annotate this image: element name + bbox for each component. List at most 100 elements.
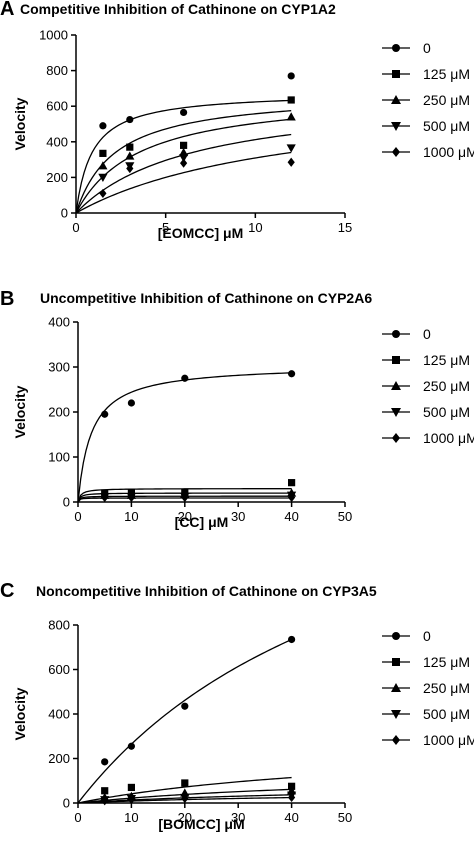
x-tick-label: 50 [338, 810, 352, 825]
legend-marker [392, 330, 400, 338]
legend-label: 0 [423, 326, 431, 342]
legend-marker [391, 408, 401, 417]
legend-label: 250 μM [423, 378, 470, 394]
x-axis-label: [BOMCC] μM [158, 816, 244, 832]
fit-curve-series-1 [77, 776, 292, 804]
y-tick-label: 400 [48, 707, 70, 722]
data-point-series-4 [287, 157, 295, 167]
x-tick-label: 20 [178, 810, 192, 825]
data-point-series-4 [101, 492, 109, 503]
y-tick-label: 200 [46, 170, 68, 185]
legend-label: 1000 μM [423, 144, 474, 160]
data-point-series-1 [99, 149, 107, 157]
legend-marker [391, 122, 401, 131]
legend-label: 500 μM [423, 404, 470, 420]
legend-marker [392, 70, 400, 78]
data-point-series-0 [127, 399, 135, 407]
panel-label-c: C [0, 580, 15, 602]
data-point-series-0 [126, 115, 134, 124]
legend-symbol [382, 356, 410, 364]
legend-label: 250 μM [423, 680, 470, 696]
data-point-series-1 [287, 96, 295, 104]
legend-symbol [382, 433, 410, 443]
chart-b: 0 10 20 30 40 50 0 100 200 300 400 [CC] μM Velocity [12, 315, 352, 531]
y-tick-label: 400 [48, 315, 70, 330]
legend-marker [392, 433, 400, 443]
y-axis-label: Velocity [12, 687, 28, 740]
fit-curve-series-1 [75, 110, 292, 214]
data-point-series-0 [181, 702, 189, 710]
legend-label: 0 [423, 40, 431, 56]
legend-symbol [382, 381, 410, 390]
fit-curve-series-0 [77, 638, 292, 804]
y-tick-label: 400 [46, 134, 68, 149]
legend-marker [392, 658, 400, 666]
x-tick-label: 0 [74, 810, 81, 825]
y-tick-label: 600 [46, 99, 68, 114]
data-point-series-0 [288, 370, 296, 378]
x-tick-label: 0 [72, 220, 79, 235]
legend-symbol [382, 70, 410, 78]
data-point-series-0 [180, 108, 188, 117]
x-tick-label: 50 [338, 509, 352, 524]
legend-symbol [382, 658, 410, 666]
legend-symbol [382, 735, 410, 745]
y-tick-label: 100 [48, 450, 70, 465]
data-point-series-4 [288, 492, 296, 503]
data-point-series-3 [286, 144, 296, 153]
x-tick-label: 20 [178, 509, 192, 524]
legend-marker [392, 147, 400, 157]
data-point-series-1 [288, 479, 296, 487]
legend-label: 125 μM [423, 352, 470, 368]
chart-title-a: Competitive Inhibition of Cathinone on C… [20, 1, 336, 17]
data-point-series-4 [101, 796, 109, 806]
x-tick-label: 40 [284, 810, 298, 825]
legend-label: 125 μM [423, 66, 470, 82]
legend-label: 0 [423, 628, 431, 644]
panel-label-b: B [0, 288, 15, 310]
data-point-series-0 [288, 635, 296, 644]
chart-title-b: Uncompetitive Inhibition of Cathinone on… [40, 290, 373, 306]
data-point-series-0 [287, 72, 295, 80]
legend-marker [391, 381, 401, 390]
legend-label: 500 μM [423, 118, 470, 134]
legend-symbol [382, 95, 410, 104]
y-tick-label: 800 [48, 618, 70, 633]
legend-label: 1000 μM [423, 732, 474, 748]
data-point-series-3 [98, 173, 108, 182]
data-point-series-4 [99, 188, 107, 199]
data-point-series-4 [180, 158, 188, 168]
legend-marker [391, 95, 401, 104]
legend-label: 1000 μM [423, 430, 474, 446]
legend-label: 500 μM [423, 706, 470, 722]
y-tick-label: 800 [46, 63, 68, 78]
data-point-series-0 [101, 410, 109, 418]
legend-symbol [382, 710, 410, 719]
x-axis-label: [EOMCC] μM [158, 225, 244, 241]
x-tick-label: 10 [124, 509, 138, 524]
legend-symbol [382, 122, 410, 131]
y-tick-label: 200 [48, 405, 70, 420]
legend-symbol [382, 330, 410, 338]
legend-marker [392, 632, 400, 640]
legend-label: 125 μM [423, 654, 470, 670]
data-point-series-4 [127, 795, 135, 805]
legend-marker [391, 710, 401, 719]
y-tick-label: 200 [48, 751, 70, 766]
y-axis-label: Velocity [12, 97, 28, 150]
panel-label-a: A [0, 0, 15, 20]
legend-symbol [382, 632, 410, 640]
y-tick-label: 600 [48, 662, 70, 677]
x-tick-label: 10 [248, 220, 262, 235]
data-point-series-0 [101, 758, 109, 766]
y-tick-label: 1000 [39, 28, 68, 43]
legend-marker [392, 735, 400, 745]
data-point-series-0 [181, 374, 189, 382]
legend-symbol [382, 683, 410, 692]
x-tick-label: 40 [284, 509, 298, 524]
x-tick-label: 10 [124, 810, 138, 825]
chart-a: 0 5 10 15 0 200 400 600 800 1000 [EOMCC] μM Velocit… [12, 28, 352, 242]
legend-symbol [382, 44, 410, 52]
data-point-series-2 [125, 151, 135, 160]
